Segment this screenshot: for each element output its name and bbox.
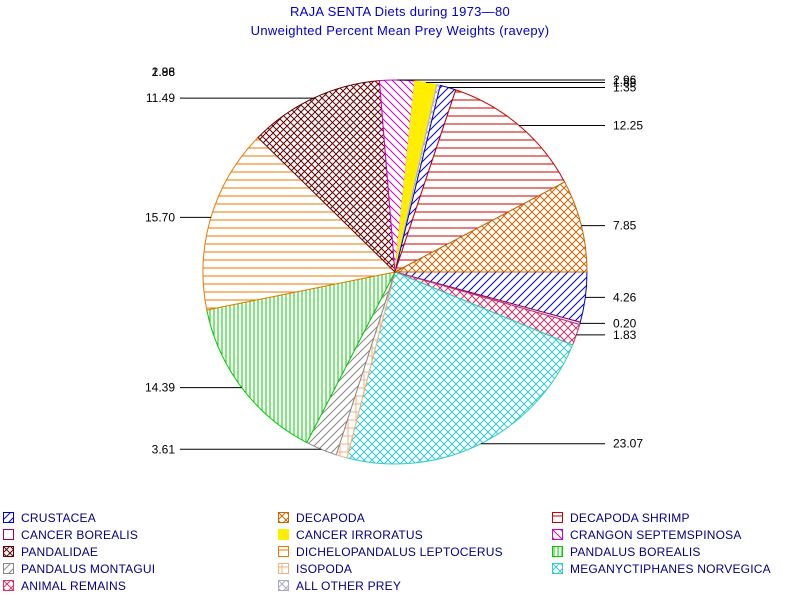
legend-label: CANCER IRRORATUS bbox=[296, 527, 423, 542]
legend-label: ALL OTHER PREY bbox=[296, 578, 402, 593]
data-label: 14.39 bbox=[145, 381, 175, 395]
legend-item: ISOPODA bbox=[278, 560, 352, 577]
legend-swatch bbox=[278, 511, 289, 523]
legend-item: MEGANYCTIPHANES NORVEGICA bbox=[552, 560, 771, 577]
data-label: 11.49 bbox=[146, 91, 175, 105]
legend-item: DECAPODA SHRIMP bbox=[552, 509, 690, 526]
data-label: 2.96 bbox=[152, 65, 176, 79]
data-label: 0.20 bbox=[613, 316, 637, 330]
leader-lines-layer bbox=[180, 79, 605, 450]
legend-swatch bbox=[552, 511, 563, 523]
data-label: 23.07 bbox=[613, 437, 643, 451]
legend-swatch bbox=[552, 528, 563, 540]
data-label: 15.70 bbox=[145, 210, 175, 224]
legend-label: CANCER BOREALIS bbox=[21, 527, 139, 542]
legend: CRUSTACEA DECAPODA DECAPODA SHRIMP CANCER B… bbox=[0, 509, 800, 599]
legend-swatch bbox=[278, 579, 289, 591]
legend-label: PANDALIDAE bbox=[21, 544, 99, 559]
legend-label: PANDALUS MONTAGUI bbox=[21, 561, 156, 576]
legend-item: DICHELOPANDALUS LEPTOCERUS bbox=[278, 543, 503, 560]
pie-slice bbox=[206, 271, 396, 444]
legend-item: PANDALIDAE bbox=[3, 543, 98, 560]
legend-label: DECAPODA SHRIMP bbox=[570, 510, 690, 525]
legend-item: CRUSTACEA bbox=[3, 509, 96, 526]
legend-swatch bbox=[278, 562, 289, 574]
data-label: 1.83 bbox=[613, 328, 637, 342]
data-label: 4.26 bbox=[613, 290, 637, 304]
legend-swatch bbox=[3, 545, 14, 557]
data-label: 12.25 bbox=[613, 118, 643, 132]
data-label: 1.88 bbox=[152, 65, 176, 79]
data-label: 1.35 bbox=[613, 80, 637, 94]
chart-title: RAJA SENTA Diets during 1973—80 bbox=[289, 4, 511, 19]
data-label: 1.88 bbox=[613, 75, 637, 89]
data-labels-layer: 4.26 0.201.83 23.07 3.61 14.39 15.70 11.49 2.96… bbox=[145, 65, 643, 456]
pie-plot-area: 4.26 0.201.83 23.07 3.61 14.39 15.70 11.49 2.96… bbox=[145, 65, 643, 465]
legend-swatch bbox=[3, 511, 14, 523]
legend-item: PANDALUS BOREALIS bbox=[552, 543, 701, 560]
legend-item: ALL OTHER PREY bbox=[278, 577, 401, 594]
legend-swatch bbox=[552, 562, 563, 574]
legend-item: DECAPODA bbox=[278, 509, 365, 526]
legend-item: CANCER IRRORATUS bbox=[278, 526, 423, 543]
legend-swatch bbox=[278, 528, 289, 540]
data-label: 3.61 bbox=[152, 442, 176, 456]
legend-label: DECAPODA bbox=[296, 510, 365, 525]
legend-label: MEGANYCTIPHANES NORVEGICA bbox=[570, 561, 771, 576]
legend-swatch bbox=[3, 562, 14, 574]
data-label: 7.85 bbox=[613, 219, 637, 233]
legend-swatch bbox=[3, 579, 14, 591]
legend-swatch bbox=[278, 545, 289, 557]
legend-label: CRANGON SEPTEMSPINOSA bbox=[570, 527, 742, 542]
slices-layer bbox=[202, 79, 588, 465]
legend-swatch bbox=[3, 528, 14, 540]
pie-slice bbox=[394, 89, 566, 274]
legend-item: CRANGON SEPTEMSPINOSA bbox=[552, 526, 742, 543]
legend-label: PANDALUS BOREALIS bbox=[570, 544, 701, 559]
legend-label: ANIMAL REMAINS bbox=[21, 578, 127, 593]
pie-slice bbox=[202, 136, 397, 311]
legend-label: CRUSTACEA bbox=[21, 510, 96, 525]
pie-slice bbox=[394, 181, 588, 273]
legend-item: PANDALUS MONTAGUI bbox=[3, 560, 155, 577]
legend-item: CANCER BOREALIS bbox=[3, 526, 138, 543]
legend-swatch bbox=[552, 545, 563, 557]
chart-subtitle: Unweighted Percent Mean Prey Weights (ra… bbox=[250, 23, 550, 38]
legend-item: ANIMAL REMAINS bbox=[3, 577, 126, 594]
data-label: 2.96 bbox=[613, 73, 637, 87]
legend-label: DICHELOPANDALUS LEPTOCERUS bbox=[296, 544, 503, 559]
legend-label: ISOPODA bbox=[296, 561, 353, 576]
pie-slice bbox=[346, 271, 574, 465]
